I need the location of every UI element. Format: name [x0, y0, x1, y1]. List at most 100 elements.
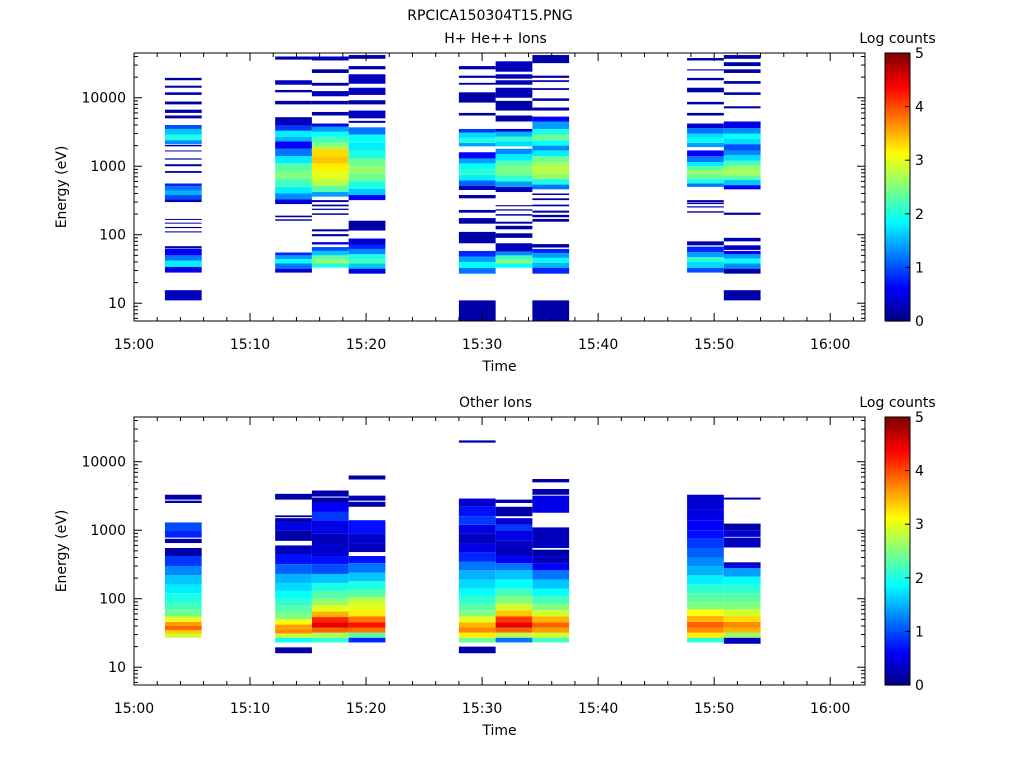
spectrogram-cell	[275, 582, 312, 591]
colorbar-segment	[885, 548, 910, 552]
colorbar-tick-label: 5	[915, 46, 924, 62]
colorbar-segment	[885, 178, 910, 183]
colorbar-segment	[885, 462, 910, 466]
spectrogram-cell	[723, 165, 761, 171]
spectrogram-cell	[723, 144, 761, 151]
x-tick-label: 16:00	[810, 337, 850, 353]
spectrogram-cell	[687, 202, 724, 205]
colorbar-segment	[885, 676, 910, 681]
colorbar-segment	[885, 205, 910, 210]
spectrogram-cell	[495, 243, 533, 252]
colorbar-segment	[885, 259, 910, 263]
colorbar-segment	[885, 631, 910, 635]
spectrogram-cell	[311, 263, 349, 268]
colorbar-segment	[885, 74, 910, 78]
spectrogram-cell	[164, 538, 202, 544]
spectrogram-cell	[164, 199, 202, 203]
spectrogram-cell	[164, 134, 202, 141]
colorbar-segment	[885, 484, 910, 488]
colorbar-segment	[885, 583, 910, 587]
spectrogram-cell	[495, 80, 533, 85]
y-axis: 10 100 1000 10000 Energy (eV)	[54, 420, 865, 683]
spectrogram-cell	[164, 248, 202, 256]
spectrogram-cell	[164, 158, 202, 160]
spectrogram-cell	[495, 603, 533, 611]
spectrogram-cell	[164, 115, 202, 119]
spectrogram-cell	[164, 183, 202, 187]
spectrogram-cell	[311, 617, 349, 623]
spectrogram-cell	[275, 219, 312, 221]
spectrogram-cell	[311, 632, 349, 638]
colorbar-segment	[885, 518, 910, 523]
spectrogram-cell	[458, 588, 496, 596]
colorbar-segment	[885, 577, 910, 582]
spectrogram-cell	[348, 127, 386, 135]
colorbar-segment	[885, 267, 910, 271]
colorbar-segment	[885, 232, 910, 236]
y-tick-label: 100	[99, 592, 126, 608]
spectrogram-cell	[275, 647, 312, 654]
spectrogram-cell	[348, 244, 386, 249]
colorbar-segment	[885, 315, 910, 319]
colorbar-segment	[885, 133, 910, 137]
colorbar-segment	[885, 141, 910, 145]
spectrogram-cell	[532, 134, 570, 141]
spectrogram-cell	[495, 154, 533, 161]
y-tick-label: 10000	[81, 455, 126, 471]
spectrogram-cells	[164, 440, 761, 654]
colorbar-segment	[885, 430, 910, 434]
spectrogram-cell	[495, 205, 533, 207]
colorbar-segment	[885, 634, 910, 638]
colorbar-segment	[885, 457, 910, 461]
spectrogram-cell	[275, 130, 312, 137]
colorbar-segment	[885, 251, 910, 255]
spectrogram-cell	[348, 533, 386, 544]
colorbar-segment	[885, 682, 910, 686]
colorbar-tick-label: 2	[915, 207, 924, 223]
spectrogram-cell	[532, 128, 570, 135]
colorbar-segment	[885, 85, 910, 89]
colorbar-segment	[885, 532, 910, 536]
colorbar-segment	[885, 130, 910, 134]
colorbar-segment	[885, 553, 910, 557]
spectrogram-cell	[687, 627, 724, 633]
spectrogram-cell	[275, 553, 312, 565]
colorbar-segment	[885, 609, 910, 614]
colorbar-segment	[885, 120, 910, 124]
colorbar-segment	[885, 280, 910, 285]
colorbar-segment	[885, 240, 910, 244]
spectrogram-cell	[687, 575, 724, 585]
spectrogram-cell	[723, 576, 761, 585]
spectrogram-cell	[458, 506, 496, 517]
colorbar-segment	[885, 556, 910, 560]
spectrogram-cell	[164, 101, 202, 105]
colorbar-segment	[885, 451, 910, 456]
spectrogram-cell	[495, 563, 533, 571]
spectrogram-cell	[687, 251, 724, 258]
panel-other-ions: 15:00 15:10 15:20 15:30 15:40 15:50 16:00Time1…	[54, 395, 936, 739]
colorbar-segment	[885, 666, 910, 670]
colorbar-frame	[884, 52, 911, 322]
spectrogram-cell	[348, 475, 386, 480]
spectrogram-cell	[164, 522, 202, 531]
spectrogram-cell	[348, 603, 386, 611]
spectrogram-cell	[348, 572, 386, 582]
colorbar-segment	[885, 459, 910, 464]
colorbar-segment	[885, 58, 910, 62]
spectrogram-cell	[275, 186, 312, 194]
spectrogram-cell	[495, 225, 533, 230]
spectrogram-cell	[687, 601, 724, 610]
spectrogram-cell	[495, 160, 533, 167]
spectrogram-cell	[275, 136, 312, 142]
colorbar-segment	[885, 601, 910, 606]
spectrogram-cell	[348, 195, 386, 201]
spectrogram-cell	[687, 137, 724, 143]
colorbar-segment	[885, 591, 910, 595]
spectrogram-cell	[532, 627, 570, 633]
spectrogram-cell	[458, 250, 496, 257]
colorbar-segment	[885, 122, 910, 126]
spectrogram-cell	[458, 142, 496, 147]
colorbar-segment	[885, 82, 910, 86]
colorbar-segment	[885, 203, 910, 207]
colorbar-segment	[885, 644, 910, 649]
